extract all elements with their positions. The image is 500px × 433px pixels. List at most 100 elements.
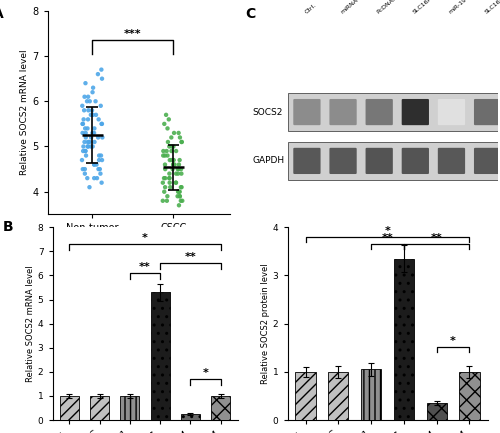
Point [78, 157, 86, 164]
Point [175, 188, 183, 195]
Point [164, 125, 172, 132]
Point [98, 66, 106, 73]
Point [176, 134, 184, 141]
Text: SOCS2: SOCS2 [252, 107, 283, 116]
Point [79, 120, 87, 127]
Point [166, 184, 174, 191]
Bar [120, 396, 139, 420]
Point [178, 139, 186, 145]
Point [96, 170, 104, 177]
Point [84, 143, 92, 150]
Point [81, 125, 89, 132]
Text: C: C [245, 7, 256, 21]
Point [85, 139, 93, 145]
Text: GAPDH: GAPDH [252, 156, 284, 165]
Point [176, 188, 184, 195]
Point [164, 193, 172, 200]
Point [90, 129, 98, 136]
Point [82, 129, 90, 136]
Point [176, 193, 184, 200]
Point [174, 188, 182, 195]
Point [178, 184, 186, 191]
Point [82, 134, 90, 141]
Point [174, 193, 182, 200]
Point [161, 152, 169, 159]
Point [79, 166, 87, 173]
Point [86, 139, 94, 145]
Bar [328, 372, 348, 420]
Bar [296, 372, 316, 420]
Point [84, 143, 92, 150]
Point [176, 157, 184, 164]
Point [92, 111, 100, 118]
Text: SLC16A1-AS1+miR-194: SLC16A1-AS1+miR-194 [484, 0, 500, 15]
Point [175, 161, 183, 168]
Point [168, 134, 175, 141]
Point [159, 197, 167, 204]
Point [95, 157, 103, 164]
Point [165, 174, 173, 181]
Point [174, 170, 182, 177]
Point [84, 107, 92, 114]
Point [82, 148, 90, 155]
Point [84, 116, 92, 123]
Point [162, 111, 170, 118]
Text: Ctrl.: Ctrl. [304, 3, 317, 15]
Point [177, 166, 185, 173]
Point [164, 139, 172, 145]
Point [172, 179, 180, 186]
Point [88, 143, 96, 150]
Point [90, 161, 98, 168]
FancyBboxPatch shape [438, 148, 465, 174]
Point [174, 166, 182, 173]
Point [82, 152, 90, 159]
Point [170, 161, 178, 168]
Text: PcDNA3.1: PcDNA3.1 [376, 0, 403, 15]
Point [80, 93, 88, 100]
Point [87, 111, 95, 118]
Point [93, 174, 101, 181]
Point [168, 157, 175, 164]
FancyBboxPatch shape [402, 99, 429, 125]
Point [162, 148, 170, 155]
Bar [288, 93, 500, 131]
Point [95, 152, 103, 159]
Point [78, 102, 86, 109]
Bar [288, 142, 500, 180]
Point [98, 134, 106, 141]
Point [177, 184, 185, 191]
Point [96, 166, 104, 173]
Point [98, 75, 106, 82]
Point [88, 107, 96, 114]
Text: A: A [0, 7, 4, 21]
Point [160, 148, 168, 155]
Point [94, 166, 102, 173]
FancyBboxPatch shape [330, 148, 356, 174]
Point [90, 139, 98, 145]
Bar [212, 396, 230, 420]
Point [79, 148, 87, 155]
Point [176, 193, 184, 200]
Point [175, 202, 183, 209]
Point [163, 197, 171, 204]
Point [90, 125, 98, 132]
Text: *: * [384, 226, 390, 236]
Point [80, 107, 88, 114]
Point [84, 139, 92, 145]
Text: *: * [202, 368, 208, 378]
Point [83, 98, 91, 105]
Y-axis label: Relative SOCS2 mRNA level: Relative SOCS2 mRNA level [20, 50, 30, 175]
Point [161, 174, 169, 181]
FancyBboxPatch shape [366, 99, 393, 125]
Point [98, 120, 106, 127]
FancyBboxPatch shape [402, 148, 429, 174]
Point [168, 166, 176, 173]
Text: **: ** [184, 252, 196, 262]
Bar [90, 396, 109, 420]
Point [164, 152, 172, 159]
Point [159, 179, 167, 186]
Text: **: ** [139, 262, 151, 272]
Bar [151, 292, 170, 420]
Point [166, 143, 173, 150]
Point [170, 157, 177, 164]
